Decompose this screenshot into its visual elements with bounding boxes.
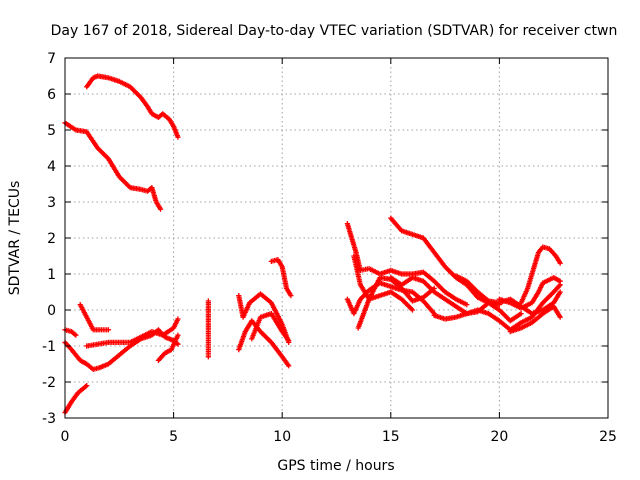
y-tick-label: -2 [42, 375, 56, 391]
axis-ticks: 0 5 10 15 20 25 -3 -2 -1 0 1 2 3 4 5 6 7 [42, 51, 617, 445]
x-tick-label: 15 [382, 429, 400, 445]
x-tick-label: 5 [169, 429, 178, 445]
data-point [288, 293, 294, 299]
y-tick-label: 1 [47, 267, 56, 283]
data-point [557, 314, 563, 320]
x-tick-label: 10 [273, 429, 291, 445]
y-tick-label: 2 [47, 231, 56, 247]
x-tick-label: 25 [599, 429, 617, 445]
x-tick-label: 20 [490, 429, 508, 445]
chart-title: Day 167 of 2018, Sidereal Day-to-day VTE… [51, 23, 618, 39]
data-point [518, 311, 524, 317]
data-point [557, 289, 563, 295]
data-point [175, 341, 181, 347]
data-point [205, 354, 211, 360]
data-point [557, 260, 563, 266]
data-point [286, 338, 292, 344]
y-tick-label: 4 [47, 159, 56, 175]
data-point [175, 316, 181, 322]
data-point [175, 134, 181, 140]
x-axis-label: GPS time / hours [277, 458, 394, 474]
data-point [557, 278, 563, 284]
y-tick-label: 6 [47, 87, 56, 103]
data-points [62, 73, 563, 416]
data-point [73, 332, 79, 338]
y-tick-label: 5 [47, 123, 56, 139]
x-tick-label: 0 [61, 429, 70, 445]
data-point [409, 307, 416, 313]
y-tick-label: -1 [42, 339, 56, 355]
data-point [175, 332, 181, 338]
y-tick-label: -3 [42, 411, 56, 427]
y-tick-label: 0 [47, 303, 56, 319]
y-tick-label: 3 [47, 195, 56, 211]
data-point [157, 206, 164, 212]
data-point [105, 327, 112, 333]
data-point [464, 302, 470, 308]
grid-lines [65, 58, 608, 418]
y-tick-label: 7 [47, 51, 56, 67]
data-point [84, 383, 90, 389]
data-point [286, 363, 292, 369]
y-axis-label: SDTVAR / TECUs [7, 181, 23, 296]
